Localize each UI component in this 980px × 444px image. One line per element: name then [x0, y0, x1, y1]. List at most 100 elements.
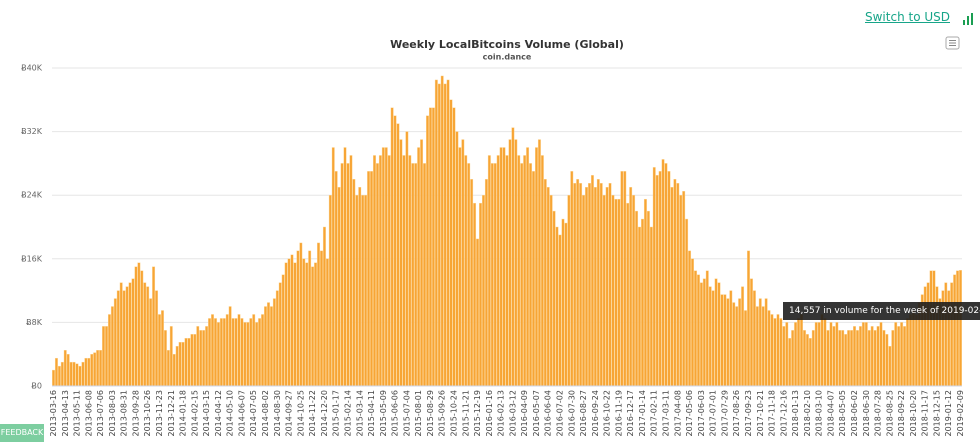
bar [290, 254, 294, 387]
x-tick-label: 2013-06-08 [84, 390, 93, 437]
x-tick-label: 2018-05-05 [838, 390, 847, 437]
x-tick-label: 2016-11-19 [614, 390, 623, 437]
bar [529, 163, 532, 387]
feedback-button[interactable]: FEEDBACK [0, 424, 44, 442]
bar [614, 198, 618, 387]
bar [850, 330, 854, 387]
bar [661, 159, 665, 387]
bar [782, 326, 786, 387]
bar [520, 163, 524, 387]
bar [691, 258, 694, 387]
bar [785, 322, 789, 387]
bar [755, 306, 759, 387]
bar [582, 194, 586, 387]
bar [909, 314, 912, 387]
bar [160, 310, 164, 387]
bar [320, 250, 323, 387]
bar [638, 226, 641, 387]
bar [641, 218, 644, 387]
bar [708, 286, 712, 387]
x-tick-label: 2018-12-15 [932, 390, 941, 437]
bar [152, 266, 156, 387]
bar [211, 314, 214, 387]
bar [278, 282, 282, 387]
bar [373, 155, 376, 387]
x-tick-label: 2018-06-02 [850, 390, 859, 437]
bar [470, 179, 474, 387]
bar [508, 139, 512, 387]
bar [216, 322, 220, 387]
switch-currency-link[interactable]: Switch to USD [865, 10, 950, 24]
bar [714, 278, 718, 387]
bar [172, 354, 176, 387]
bar [202, 330, 206, 387]
bar [514, 139, 518, 387]
bar [885, 334, 889, 387]
bar [275, 290, 279, 387]
x-tick-label: 2017-08-26 [732, 390, 741, 437]
bar [190, 334, 194, 387]
bar [555, 226, 559, 387]
x-tick-label: 2015-08-01 [414, 390, 423, 437]
x-tick-label: 2018-03-10 [815, 390, 824, 437]
bar [770, 314, 774, 387]
tooltip: 14,557 in volume for the week of 2019-02… [783, 302, 980, 320]
bar [588, 183, 591, 387]
bar [688, 250, 692, 387]
bar [870, 326, 874, 387]
bar [626, 202, 630, 387]
x-tick-label: 2015-06-06 [391, 390, 400, 437]
bar [914, 314, 918, 387]
x-tick-label: 2015-02-14 [343, 390, 352, 437]
x-tick-label: 2014-12-20 [320, 390, 329, 437]
bar [835, 322, 839, 387]
bar [384, 147, 388, 387]
x-tick-label: 2017-12-16 [779, 390, 788, 437]
bar [679, 194, 683, 387]
bar [646, 210, 650, 387]
menu-button[interactable] [945, 36, 960, 50]
x-tick-label: 2016-07-30 [567, 390, 576, 437]
bar [617, 198, 621, 387]
bar [346, 163, 350, 387]
x-tick-label: 2013-11-23 [155, 390, 164, 437]
bar [897, 326, 901, 387]
x-tick-label: 2013-08-31 [120, 390, 129, 437]
bar [305, 262, 309, 387]
bar [876, 326, 880, 387]
bar [487, 155, 491, 387]
x-tick-label: 2018-01-13 [791, 390, 800, 437]
bar [208, 318, 211, 387]
bar [426, 115, 429, 387]
bar [823, 318, 827, 387]
bar [496, 155, 500, 387]
bar [137, 262, 141, 387]
bar [593, 187, 597, 387]
bar [652, 167, 656, 387]
x-tick-label: 2016-07-02 [556, 390, 565, 437]
bar [96, 350, 100, 387]
bar [479, 202, 482, 387]
bar [125, 286, 129, 387]
bar [705, 270, 709, 387]
bar [107, 314, 111, 387]
bar [723, 294, 727, 387]
bar [788, 338, 792, 387]
bar [255, 322, 259, 387]
bars [52, 75, 962, 387]
bar [166, 350, 170, 387]
bar [882, 330, 886, 387]
bar [63, 350, 67, 387]
bar [732, 302, 736, 387]
bar [66, 354, 70, 387]
x-tick-label: 2016-12-17 [626, 390, 635, 437]
bar [741, 286, 745, 387]
bar [378, 155, 382, 387]
bar [75, 363, 79, 387]
chart-subtitle: coin.dance [483, 53, 532, 62]
bar [632, 194, 636, 387]
bar [54, 357, 58, 387]
x-tick-label: 2014-09-27 [285, 390, 294, 437]
bar [228, 306, 232, 387]
bar [334, 171, 338, 387]
